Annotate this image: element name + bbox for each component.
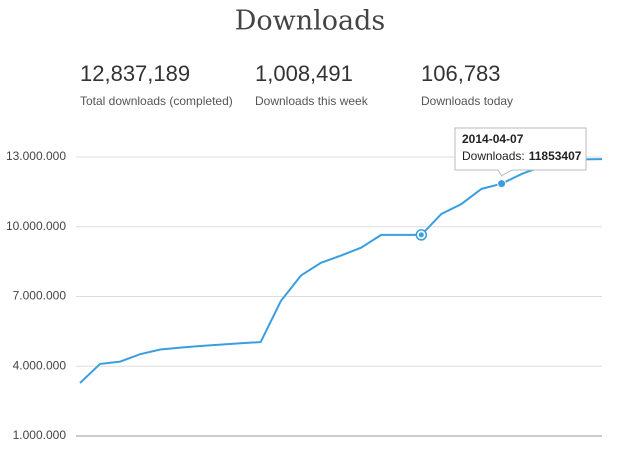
tooltip-label: Downloads:: [462, 149, 525, 163]
stat-value: 106,783: [421, 61, 501, 86]
tooltip-date: 2014-04-07: [462, 132, 524, 146]
tooltip-box: [454, 127, 587, 177]
tooltip-value: 11853407: [529, 149, 582, 163]
y-tick-label: 1.000.000: [13, 428, 67, 442]
hover-point: [497, 179, 507, 189]
stat-value: 12,837,189: [80, 61, 190, 86]
y-tick-label: 4.000.000: [13, 358, 67, 372]
stat-value: 1,008,491: [255, 61, 353, 86]
tooltip: 2014-04-07 Downloads: 11853407: [454, 127, 587, 177]
page-title: Downloads: [235, 6, 386, 37]
stat-label: Total downloads (completed): [80, 94, 233, 108]
stat-label: Downloads today: [421, 94, 513, 108]
tooltip-text: Downloads: 11853407: [462, 149, 582, 163]
y-tick-label: 13.000.000: [6, 149, 66, 163]
line: [79, 158, 603, 384]
point: [418, 232, 424, 238]
y-tick-label: 7.000.000: [13, 289, 67, 303]
y-tick-label: 10.000.000: [6, 219, 66, 233]
stat-label: Downloads this week: [255, 94, 369, 108]
